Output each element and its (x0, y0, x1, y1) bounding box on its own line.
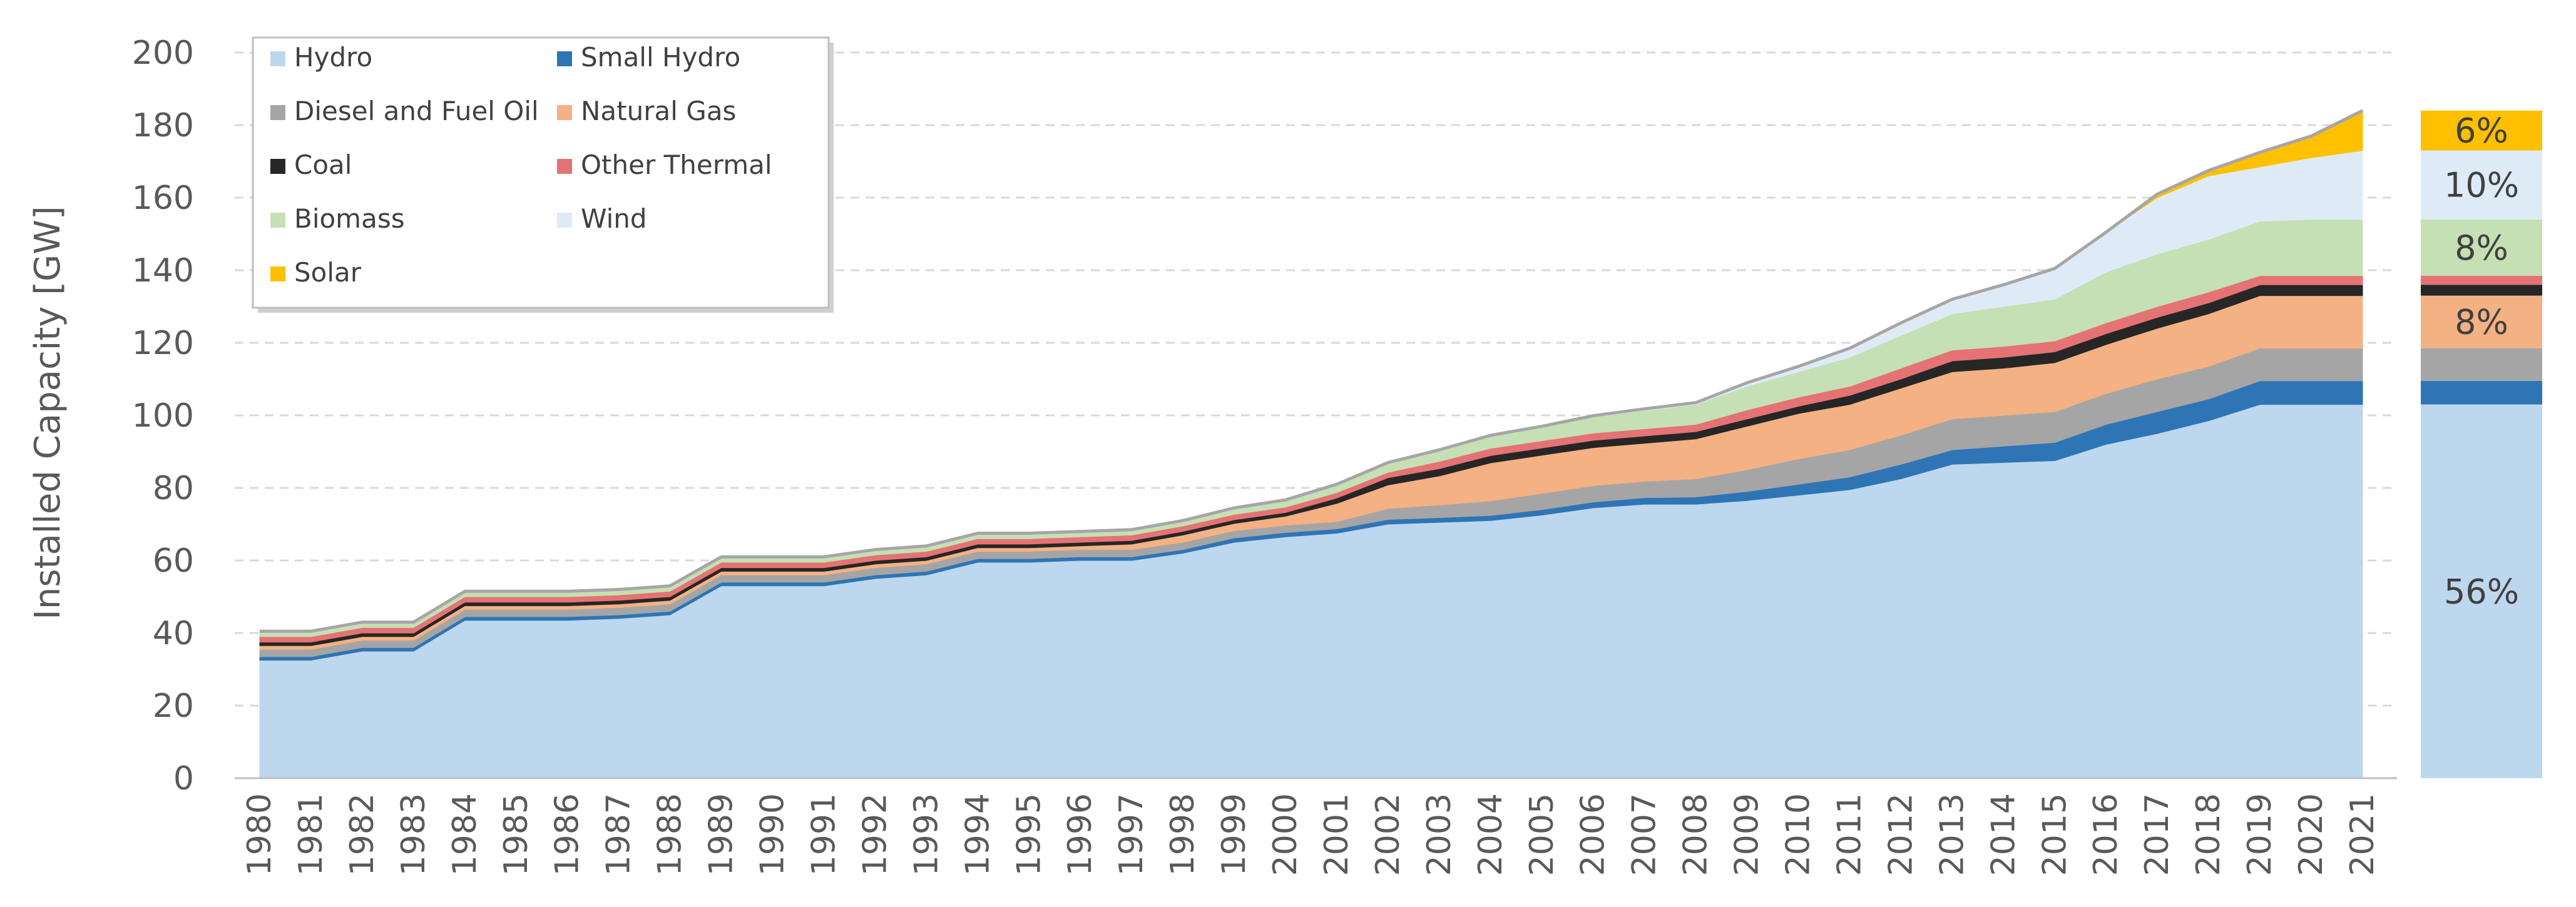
share-segment-coal (2421, 285, 2542, 296)
x-tick-label: 1983 (395, 793, 432, 876)
y-tick-label: 180 (132, 107, 194, 144)
legend-label-small-hydro: Small Hydro (581, 42, 740, 73)
x-tick-label: 2016 (2087, 793, 2125, 876)
x-tick-label: 2004 (1472, 793, 1510, 876)
share-label-biomass: 8% (2455, 228, 2508, 268)
total-line (260, 109, 2364, 633)
x-tick-label: 2008 (1677, 793, 1715, 876)
x-tick-label: 1994 (959, 793, 996, 876)
legend-label-coal: Coal (294, 149, 352, 180)
y-tick-labels: 0 20 40 60 80 100 120 140 160 180 200 (132, 34, 194, 798)
x-tick-label: 1980 (241, 793, 279, 876)
x-tick-label: 2005 (1523, 793, 1561, 876)
x-tick-label: 2011 (1831, 793, 1868, 876)
x-tick-label: 2007 (1626, 793, 1664, 876)
x-tick-label: 1997 (1113, 793, 1150, 876)
share-label-solar: 6% (2455, 111, 2508, 151)
x-tick-label: 1999 (1215, 793, 1253, 876)
x-tick-label: 1993 (907, 793, 945, 876)
x-tick-labels: 1980 1981 1982 1983 1984 1985 1986 1987 1988 1989… (241, 793, 2381, 876)
share-segment-natural-gas (2421, 295, 2542, 348)
x-tick-label: 2006 (1575, 793, 1612, 876)
x-tick-label: 2002 (1369, 793, 1407, 876)
x-tick-label: 2013 (1933, 793, 1971, 876)
legend-swatch-hydro (270, 51, 285, 66)
x-tick-label: 1981 (292, 793, 330, 876)
legend-box (252, 36, 830, 309)
legend-label-biomass: Biomass (294, 203, 405, 234)
x-tick-label: 1998 (1164, 793, 1202, 876)
x-tick-label: 1991 (805, 793, 842, 876)
x-tick-label: 2020 (2292, 793, 2330, 876)
y-tick-label: 140 (132, 252, 194, 290)
share-segment-wind (2421, 150, 2542, 220)
y-tick-label: 0 (173, 760, 194, 798)
share-segment-biomass (2421, 219, 2542, 276)
legend-swatch-wind (557, 213, 572, 228)
legend-swatch-biomass (270, 213, 285, 228)
share-label-natural-gas: 8% (2455, 303, 2508, 342)
x-tick-label: 1996 (1061, 793, 1099, 876)
share-segment-small-hydro (2421, 380, 2542, 405)
share-bar: 56% 8% 8% 10% 6% (2421, 110, 2542, 778)
x-tick-label: 2009 (1729, 793, 1766, 876)
x-tick-label: 1984 (446, 793, 484, 876)
y-tick-label: 60 (153, 542, 194, 580)
x-tick-label: 1982 (344, 793, 381, 876)
share-segment-solar (2421, 110, 2542, 151)
share-segment-other-thermal (2421, 275, 2542, 285)
x-tick-label: 1985 (498, 793, 535, 876)
y-tick-label: 100 (132, 397, 194, 435)
legend-label-hydro: Hydro (294, 42, 372, 73)
x-tick-label: 1986 (549, 793, 586, 876)
share-segment-diesel-and-fuel-oil (2421, 348, 2542, 381)
y-tick-label: 160 (132, 180, 194, 217)
legend-swatch-other-thermal (557, 159, 572, 174)
x-tick-label: 1995 (1010, 793, 1048, 876)
x-tick-label: 1988 (652, 793, 689, 876)
x-tick-label: 2000 (1267, 793, 1304, 876)
y-tick-label: 40 (153, 615, 194, 652)
stacked-areas (259, 109, 2364, 779)
y-axis-title: Installed Capacity [GW] (28, 206, 68, 619)
y-tick-label: 200 (132, 34, 194, 72)
legend-swatch-coal (270, 159, 285, 174)
legend-label-wind: Wind (581, 203, 647, 234)
x-tick-label: 1992 (856, 793, 894, 876)
y-tick-label: 80 (153, 470, 194, 507)
x-tick-label: 2021 (2344, 793, 2381, 876)
share-label-hydro: 56% (2444, 572, 2519, 611)
x-tick-label: 2003 (1421, 793, 1458, 876)
legend-label-solar: Solar (294, 257, 362, 288)
legend-label-diesel-and-fuel-oil: Diesel and Fuel Oil (294, 96, 539, 126)
x-tick-label: 2017 (2139, 793, 2176, 876)
x-tick-label: 2014 (1985, 793, 2022, 876)
x-tick-label: 2018 (2190, 793, 2227, 876)
legend-swatch-natural-gas (557, 105, 572, 120)
x-tick-label: 2001 (1318, 793, 1356, 876)
x-tick-label: 2019 (2241, 793, 2279, 876)
x-tick-label: 2012 (1882, 793, 1919, 876)
x-tick-label: 1989 (703, 793, 740, 876)
legend-swatch-solar (270, 266, 285, 281)
y-tick-label: 20 (153, 687, 194, 725)
x-tick-label: 1990 (754, 793, 792, 876)
legend-label-other-thermal: Other Thermal (581, 149, 772, 180)
y-tick-label: 120 (132, 325, 194, 362)
share-segment-hydro (2421, 404, 2542, 778)
legend-label-natural-gas: Natural Gas (581, 96, 736, 126)
share-label-wind: 10% (2444, 166, 2519, 205)
x-tick-label: 2015 (2036, 793, 2073, 876)
legend-swatch-small-hydro (557, 51, 572, 66)
legend: Hydro Small Hydro Diesel and Fuel Oil Natur… (252, 36, 834, 313)
legend-swatch-diesel-and-fuel-oil (270, 105, 285, 120)
x-tick-label: 1987 (600, 793, 638, 876)
x-tick-label: 2010 (1780, 793, 1817, 876)
